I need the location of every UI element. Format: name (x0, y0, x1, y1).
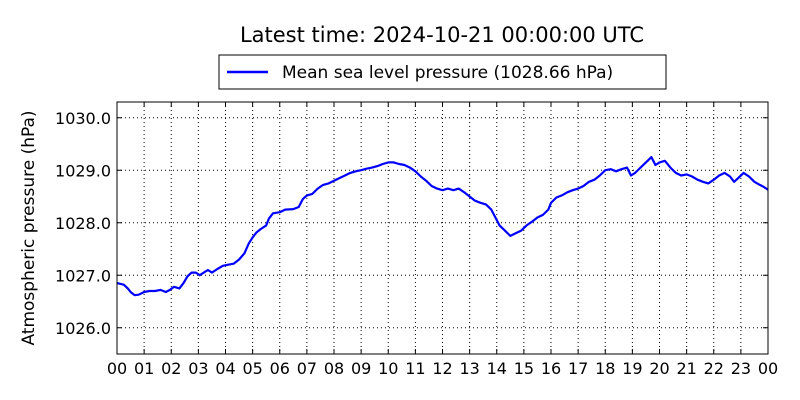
x-tick-label: 13 (459, 359, 479, 378)
x-tick-label: 09 (351, 359, 371, 378)
chart-title: Latest time: 2024-10-21 00:00:00 UTC (240, 23, 644, 47)
x-tick-label: 21 (676, 359, 696, 378)
x-tick-label: 02 (161, 359, 181, 378)
x-tick-label: 08 (324, 359, 344, 378)
grid (117, 102, 768, 354)
x-tick-label: 22 (704, 359, 724, 378)
y-tick-label: 1030.0 (55, 109, 111, 128)
y-axis-label: Atmospheric pressure (hPa) (19, 110, 39, 345)
x-tick-label: 10 (378, 359, 398, 378)
x-tick-label: 00 (758, 359, 778, 378)
y-tick-label: 1027.0 (55, 266, 111, 285)
legend-box (218, 54, 667, 90)
x-tick-label: 07 (297, 359, 317, 378)
x-tick-label: 05 (242, 359, 262, 378)
x-tick-label: 12 (432, 359, 452, 378)
x-tick-label: 11 (405, 359, 425, 378)
x-tick-label: 20 (649, 359, 669, 378)
y-tick-label: 1029.0 (55, 161, 111, 180)
x-tick-label: 03 (188, 359, 208, 378)
x-axis-ticks: 00 01 02 03 04 05 06 07 08 09 10 11 12 13 14 15 16 17 18 19… (107, 102, 778, 378)
pressure-series-line (116, 156, 769, 297)
legend: Mean sea level pressure (1028.66 hPa) (218, 54, 667, 90)
legend-label: Mean sea level pressure (1028.66 hPa) (282, 63, 613, 83)
x-tick-label: 19 (622, 359, 642, 378)
x-tick-label: 04 (215, 359, 235, 378)
x-tick-label: 01 (134, 359, 154, 378)
x-tick-label: 23 (731, 359, 751, 378)
x-tick-label: 06 (270, 359, 290, 378)
series-layer (116, 156, 769, 297)
x-tick-label: 00 (107, 359, 127, 378)
x-tick-label: 15 (514, 359, 534, 378)
x-tick-label: 17 (568, 359, 588, 378)
x-tick-label: 18 (595, 359, 615, 378)
x-tick-label: 16 (541, 359, 561, 378)
y-axis-ticks: 1026.0 1027.0 1028.0 1029.0 1030.0 (55, 109, 768, 338)
y-tick-label: 1028.0 (55, 214, 111, 233)
plot-area-frame (116, 101, 769, 355)
y-tick-label: 1026.0 (55, 319, 111, 338)
x-tick-label: 14 (487, 359, 507, 378)
